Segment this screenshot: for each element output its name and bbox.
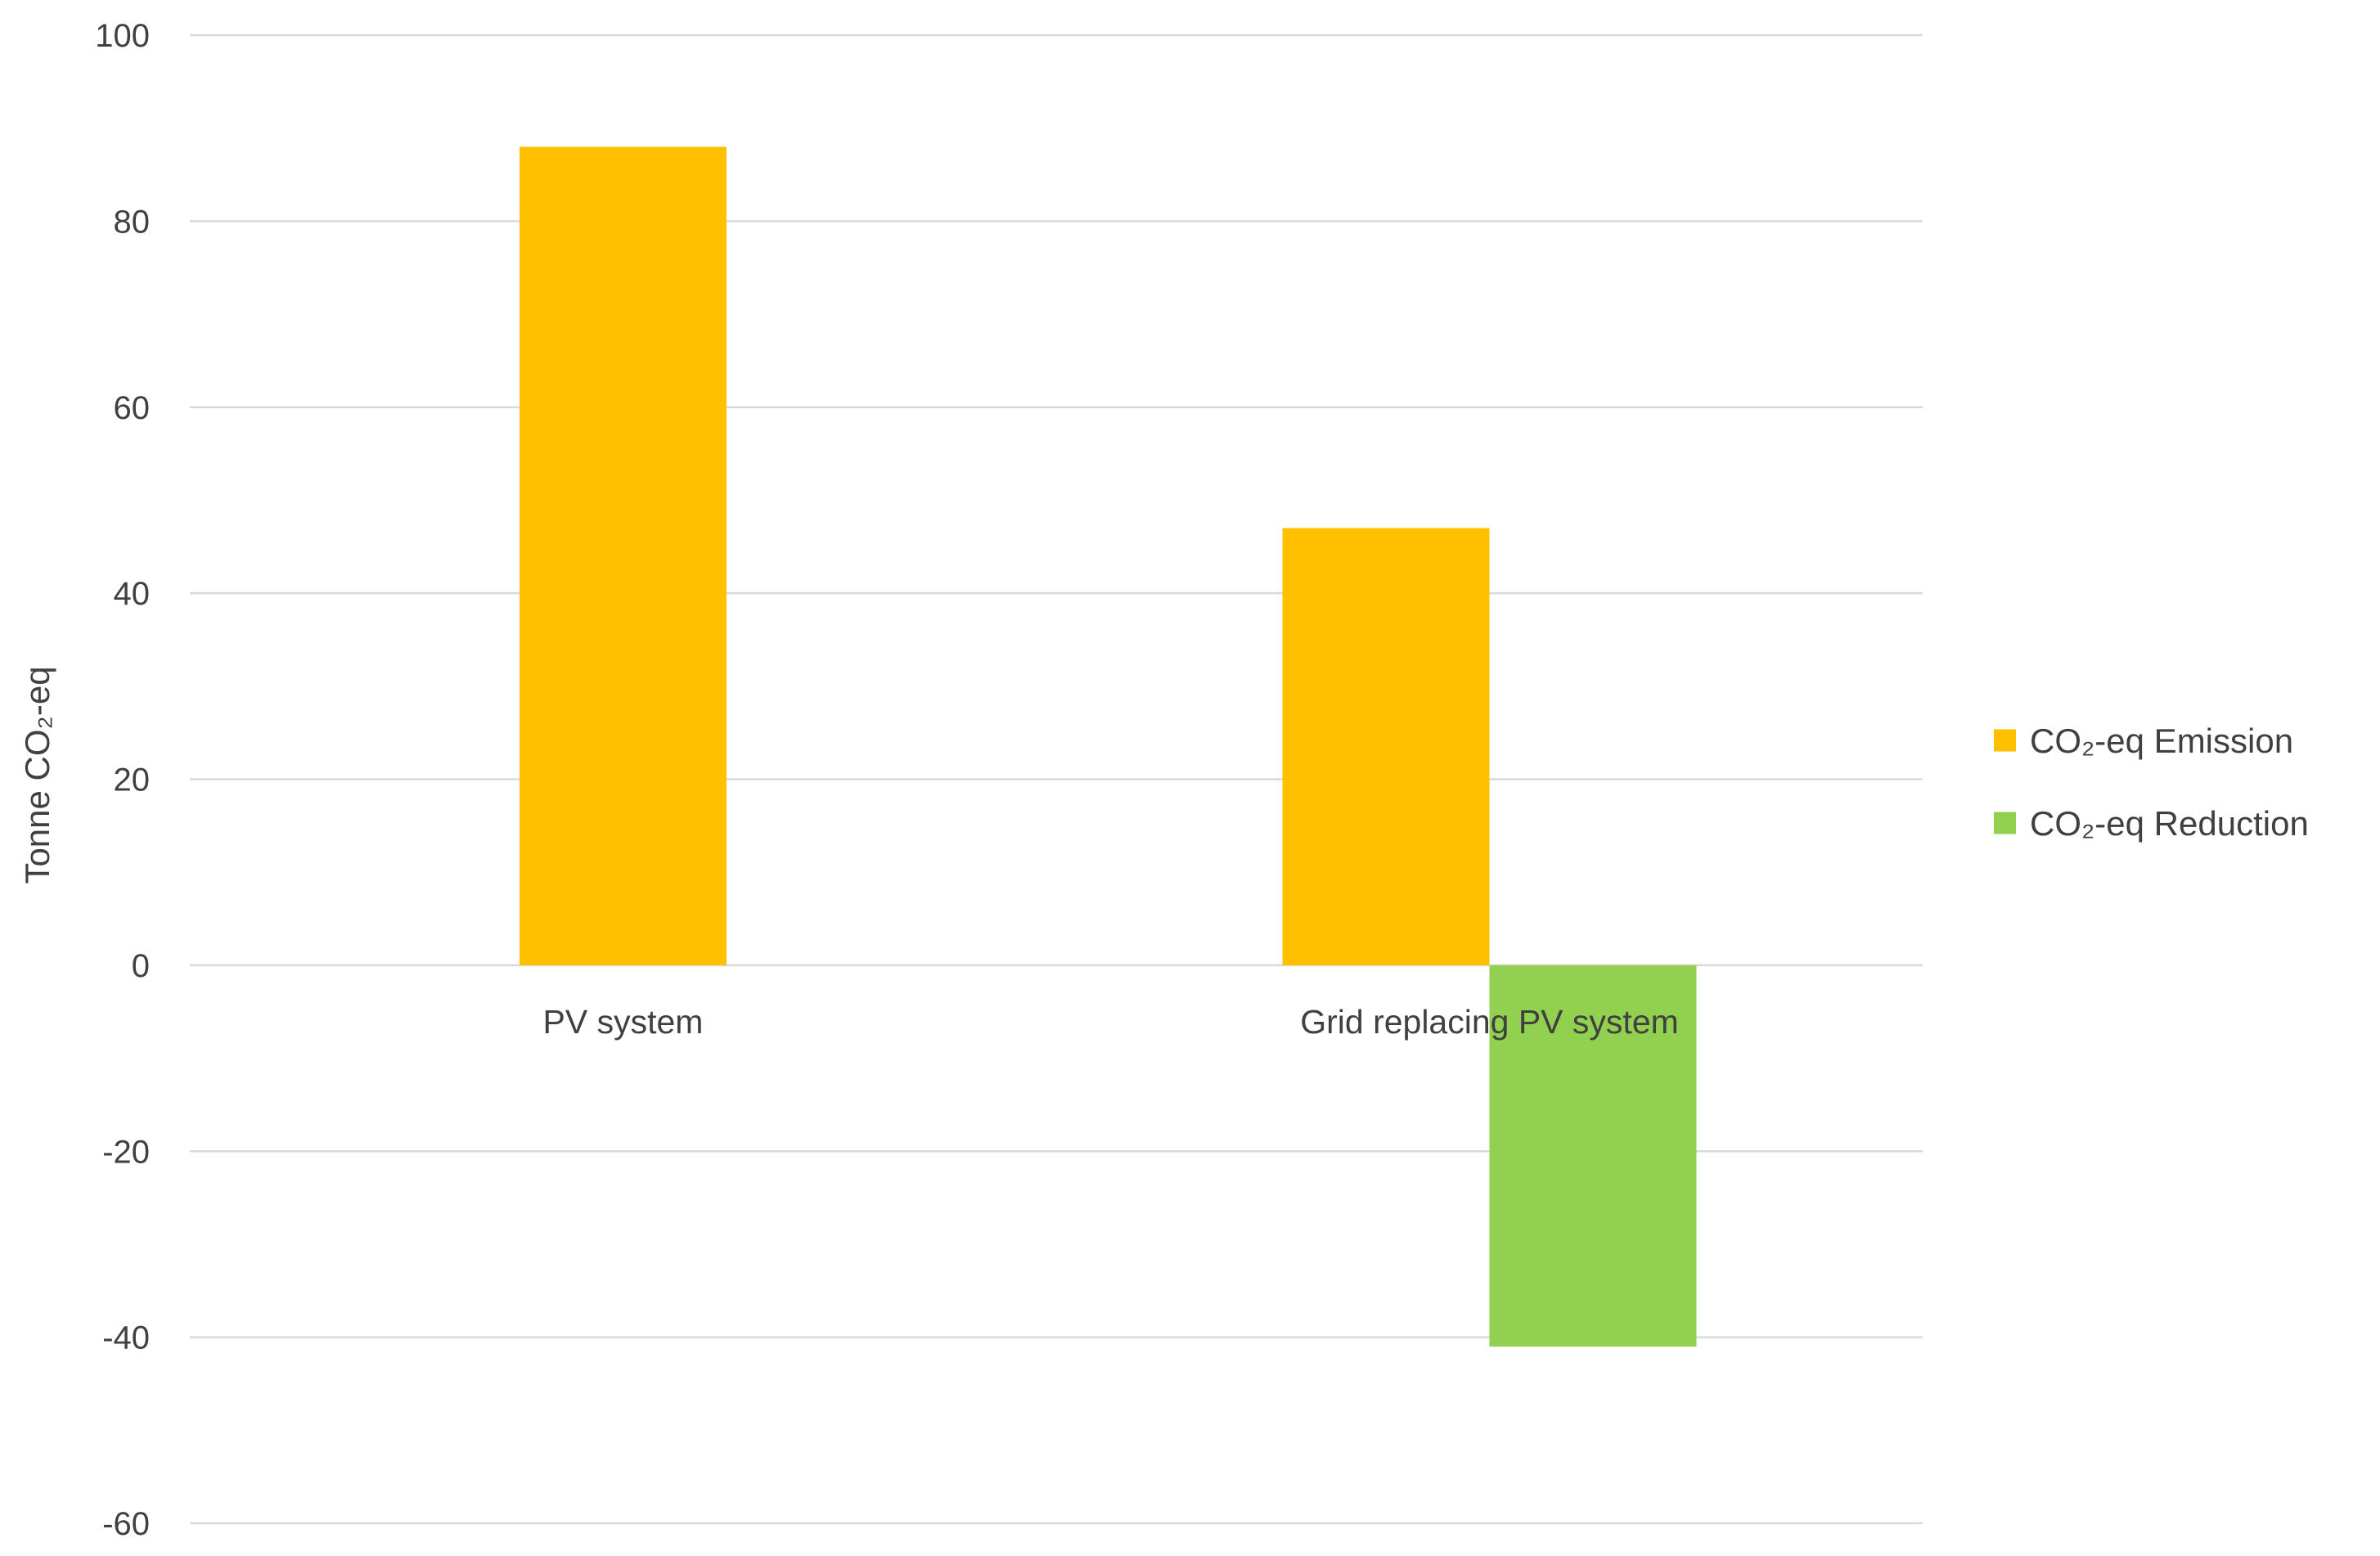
y-tick-label: 20 [114,762,151,798]
y-axis-tick-labels: 100 80 60 40 20 0 -20 -40 -60 [95,18,150,1542]
bar-emission-1 [1282,528,1490,965]
y-tick-label: 0 [132,948,150,984]
gridlines [190,34,1923,1525]
y-tick-label: -60 [102,1506,150,1542]
bar-reduction-1 [1489,965,1697,1347]
legend-label: CO₂-eq Emission [2030,722,2293,760]
legend-swatch [1994,729,2016,752]
x-axis-category-labels: PV system Grid replacing PV system [543,1003,1679,1041]
y-tick-label: -20 [102,1134,150,1170]
bar-emission-0 [520,146,727,965]
legend-label: CO₂-eq Reduction [2030,804,2309,843]
y-tick-label: -40 [102,1320,150,1356]
y-tick-label: 100 [95,18,150,54]
y-tick-label: 80 [114,204,151,240]
y-tick-label: 40 [114,576,151,612]
y-axis-label: Tonne CO₂-eq [18,666,56,884]
x-category-label: PV system [543,1003,704,1041]
legend: CO₂-eq Emission CO₂-eq Reduction [1994,722,2309,843]
x-category-label: Grid replacing PV system [1300,1003,1679,1041]
bars [520,146,1697,1347]
y-tick-label: 60 [114,390,151,426]
legend-swatch [1994,812,2016,834]
